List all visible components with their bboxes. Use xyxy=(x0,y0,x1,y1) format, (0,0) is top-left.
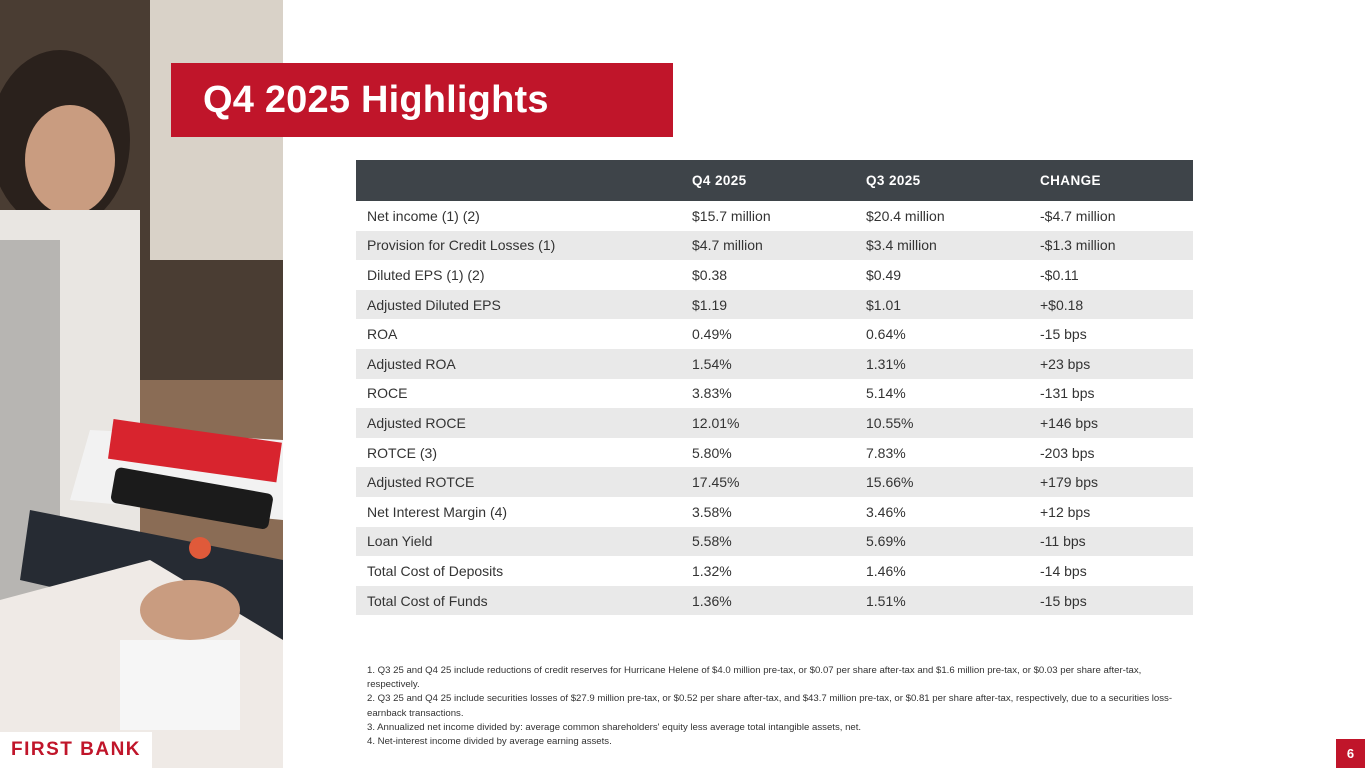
q4-cell: 5.58% xyxy=(692,526,866,557)
table-header-row: Q4 2025 Q3 2025 CHANGE xyxy=(356,160,1193,201)
table-row: Adjusted ROA 1.54% 1.31% +23 bps xyxy=(356,348,1193,379)
q3-cell: $3.4 million xyxy=(866,230,1040,261)
change-cell: -$1.3 million xyxy=(1040,230,1193,261)
table-row: Adjusted ROCE 12.01% 10.55% +146 bps xyxy=(356,408,1193,438)
q3-cell: 5.14% xyxy=(866,385,906,402)
change-cell: -11 bps xyxy=(1040,526,1193,557)
metric-cell: Adjusted ROTCE xyxy=(356,467,692,497)
change-cell: -15 bps xyxy=(1040,585,1193,616)
metric-cell: Provision for Credit Losses (1) xyxy=(356,230,692,261)
q3-cell: $0.49 xyxy=(866,266,902,283)
metric-cell: ROA xyxy=(367,326,398,343)
table-row: ROCE 3.83% 5.14% -131 bps xyxy=(356,379,1193,409)
table-row: Net income (1) (2) $15.7 million $20.4 mil… xyxy=(356,201,1193,231)
q4-cell: 1.54% xyxy=(692,348,866,379)
change-cell: +23 bps xyxy=(1040,348,1193,379)
metric-cell: Adjusted ROA xyxy=(356,348,692,379)
q3-cell: $20.4 million xyxy=(866,207,945,224)
logo-text: FIRST BANK xyxy=(10,739,142,760)
header-change: CHANGE xyxy=(1040,160,1193,201)
metric-cell: Total Cost of Funds xyxy=(356,585,692,616)
q3-cell: 1.31% xyxy=(866,348,1040,379)
title-banner: Q4 2025 Highlights xyxy=(171,63,673,137)
q3-cell: 0.64% xyxy=(866,326,906,343)
change-cell: -$4.7 million xyxy=(1040,207,1116,224)
page-title: Q4 2025 Highlights xyxy=(203,78,549,121)
footnote: 2. Q3 25 and Q4 25 include securities lo… xyxy=(367,693,1173,719)
metric-cell: ROCE xyxy=(367,385,408,402)
metric-cell: Total Cost of Deposits xyxy=(367,562,504,579)
metric-cell: Adjusted Diluted EPS xyxy=(356,289,692,320)
q4-cell: 1.36% xyxy=(692,585,866,616)
q3-cell: 5.69% xyxy=(866,526,1040,557)
q4-cell: 3.83% xyxy=(692,385,732,402)
brand-logo: FIRST BANK xyxy=(0,732,152,768)
change-cell: +179 bps xyxy=(1040,467,1193,497)
table-row: Adjusted Diluted EPS $1.19 $1.01 +$0.18 xyxy=(356,289,1193,320)
q4-cell: $1.19 xyxy=(692,289,866,320)
footnote: 3. Annualized net income divided by: ave… xyxy=(367,721,862,733)
change-cell: -$0.11 xyxy=(1040,266,1079,283)
change-cell: -14 bps xyxy=(1040,562,1087,579)
q4-cell: $15.7 million xyxy=(692,207,771,224)
q3-cell: $1.01 xyxy=(866,289,1040,320)
q3-cell: 1.51% xyxy=(866,585,1040,616)
q3-cell: 15.66% xyxy=(866,467,1040,497)
table-row: Loan Yield 5.58% 5.69% -11 bps xyxy=(356,526,1193,557)
footnote: 1. Q3 25 and Q4 25 include reductions of… xyxy=(367,665,1142,691)
metric-cell: ROTCE (3) xyxy=(367,444,437,461)
header-q3: Q3 2025 xyxy=(866,160,1040,201)
metric-cell: Net income (1) (2) xyxy=(367,207,480,224)
highlights-table: Q4 2025 Q3 2025 CHANGE Net income (1) (2… xyxy=(356,160,1193,616)
table-row: Provision for Credit Losses (1) $4.7 mill… xyxy=(356,230,1193,261)
footnote: 4. Net-interest income divided by averag… xyxy=(367,736,612,748)
table-row: Total Cost of Funds 1.36% 1.51% -15 bps xyxy=(356,585,1193,616)
metric-cell: Net Interest Margin (4) xyxy=(367,503,508,520)
table-row: Adjusted ROTCE 17.45% 15.66% +179 bps xyxy=(356,467,1193,497)
header-q4: Q4 2025 xyxy=(692,160,866,201)
table-row: ROTCE (3) 5.80% 7.83% -203 bps xyxy=(356,438,1193,468)
metric-cell: Adjusted ROCE xyxy=(356,408,692,438)
q4-cell: $0.38 xyxy=(692,266,728,283)
change-cell: +$0.18 xyxy=(1040,289,1193,320)
table-row: ROA 0.49% 0.64% -15 bps xyxy=(356,319,1193,349)
change-cell: -15 bps xyxy=(1040,326,1087,343)
change-cell: +12 bps xyxy=(1040,503,1091,520)
q3-cell: 10.55% xyxy=(866,408,1040,438)
q3-cell: 7.83% xyxy=(866,444,906,461)
table-row: Net Interest Margin (4) 3.58% 3.46% +12 bps xyxy=(356,497,1193,527)
q4-cell: 0.49% xyxy=(692,326,732,343)
q4-cell: 3.58% xyxy=(692,503,732,520)
table-row: Diluted EPS (1) (2) $0.38 $0.49 -$0.11 xyxy=(356,260,1193,290)
header-metric xyxy=(356,160,692,201)
change-cell: +146 bps xyxy=(1040,408,1193,438)
q4-cell: 17.45% xyxy=(692,467,866,497)
metric-cell: Loan Yield xyxy=(356,526,692,557)
q4-cell: 12.01% xyxy=(692,408,866,438)
metric-cell: Diluted EPS (1) (2) xyxy=(367,266,485,283)
q4-cell: $4.7 million xyxy=(692,230,866,261)
page-number: 6 xyxy=(1336,739,1365,768)
table-row: Total Cost of Deposits 1.32% 1.46% -14 bps xyxy=(356,556,1193,586)
q3-cell: 3.46% xyxy=(866,503,906,520)
change-cell: -131 bps xyxy=(1040,385,1095,402)
change-cell: -203 bps xyxy=(1040,444,1095,461)
footnotes: 1. Q3 25 and Q4 25 include reductions of… xyxy=(367,664,1182,749)
q4-cell: 5.80% xyxy=(692,444,732,461)
q3-cell: 1.46% xyxy=(866,562,906,579)
q4-cell: 1.32% xyxy=(692,562,732,579)
